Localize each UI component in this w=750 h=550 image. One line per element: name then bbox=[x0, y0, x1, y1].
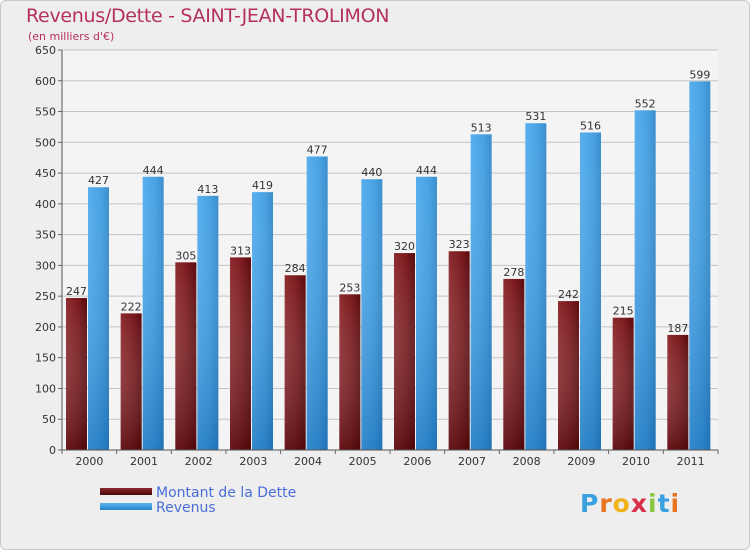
legend-item-revenue: Revenus bbox=[100, 501, 296, 516]
bar-revenue-shade-2002 bbox=[197, 195, 219, 450]
label-debt-2005: 253 bbox=[339, 281, 360, 294]
bar-revenue-shade-2008 bbox=[525, 123, 547, 450]
label-revenue-2006: 444 bbox=[416, 164, 437, 177]
label-revenue-2011: 599 bbox=[689, 68, 710, 81]
logo-letter: x bbox=[630, 489, 648, 518]
logo-letter: P bbox=[580, 489, 600, 518]
x-tick-label-2008: 2008 bbox=[513, 455, 541, 468]
legend-swatch-debt bbox=[100, 487, 152, 495]
label-revenue-2007: 513 bbox=[471, 121, 492, 134]
y-tick-label: 300 bbox=[35, 259, 56, 272]
bar-debt-shade-2006 bbox=[394, 253, 415, 450]
bar-debt-shade-2000 bbox=[66, 298, 87, 450]
bar-revenue-shade-2004 bbox=[306, 156, 328, 450]
y-tick-label: 150 bbox=[35, 352, 56, 365]
x-tick-label-2001: 2001 bbox=[130, 455, 158, 468]
label-debt-2004: 284 bbox=[285, 262, 306, 275]
label-revenue-2010: 552 bbox=[635, 97, 656, 110]
bar-debt-shade-2004 bbox=[284, 275, 306, 450]
x-tick-label-2009: 2009 bbox=[567, 455, 595, 468]
proxiti-logo: Proxiti bbox=[580, 489, 680, 518]
chart-title: Revenus/Dette - SAINT-JEAN-TROLIMON bbox=[26, 5, 390, 27]
label-revenue-2002: 413 bbox=[197, 183, 218, 196]
bar-revenue-shade-2011 bbox=[689, 81, 711, 450]
chart-legend: Montant de la Dette Revenus bbox=[100, 486, 296, 516]
label-debt-2002: 305 bbox=[175, 249, 196, 262]
x-tick-label-2006: 2006 bbox=[403, 455, 431, 468]
bar-debt-shade-2009 bbox=[558, 301, 579, 450]
y-tick-label: 350 bbox=[35, 229, 56, 242]
label-debt-2007: 323 bbox=[449, 238, 470, 251]
y-tick-label: 500 bbox=[35, 136, 56, 149]
legend-swatch-revenue bbox=[100, 502, 152, 510]
bar-revenue-shade-2001 bbox=[142, 176, 164, 450]
label-debt-2006: 320 bbox=[394, 240, 415, 253]
label-debt-2010: 215 bbox=[613, 305, 634, 318]
x-tick-label-2002: 2002 bbox=[185, 455, 213, 468]
y-tick-label: 550 bbox=[35, 106, 56, 119]
legend-label-debt: Montant de la Dette bbox=[156, 485, 297, 501]
bar-revenue-shade-2006 bbox=[416, 176, 437, 450]
bar-debt-shade-2010 bbox=[612, 317, 634, 450]
bar-revenue-shade-2009 bbox=[580, 132, 601, 450]
bar-debt-shade-2005 bbox=[339, 294, 361, 450]
y-tick-label: 450 bbox=[35, 167, 56, 180]
chart-subtitle: (en milliers d'€) bbox=[28, 30, 115, 43]
y-tick-label: 600 bbox=[35, 75, 56, 88]
label-revenue-2005: 440 bbox=[361, 166, 382, 179]
bar-revenue-shade-2010 bbox=[634, 110, 656, 451]
y-tick-label: 0 bbox=[49, 444, 56, 457]
label-debt-2003: 313 bbox=[230, 244, 251, 257]
label-debt-2009: 242 bbox=[558, 288, 579, 301]
bar-revenue-shade-2005 bbox=[361, 179, 383, 450]
logo-letter: r bbox=[599, 489, 613, 518]
label-revenue-2004: 477 bbox=[307, 143, 328, 156]
legend-label-revenue: Revenus bbox=[156, 500, 216, 516]
bar-debt-shade-2002 bbox=[175, 262, 197, 450]
label-revenue-2009: 516 bbox=[580, 119, 601, 132]
logo-letter: i bbox=[648, 489, 658, 518]
x-tick-label-2010: 2010 bbox=[622, 455, 650, 468]
x-tick-label-2007: 2007 bbox=[458, 455, 486, 468]
label-debt-2001: 222 bbox=[121, 300, 142, 313]
y-tick-label: 50 bbox=[42, 413, 56, 426]
y-tick-label: 400 bbox=[35, 198, 56, 211]
x-tick-label-2003: 2003 bbox=[239, 455, 267, 468]
bar-revenue-shade-2007 bbox=[470, 134, 492, 451]
y-tick-label: 100 bbox=[35, 382, 56, 395]
bar-revenue-shade-2000 bbox=[88, 187, 109, 450]
logo-letter: o bbox=[612, 489, 631, 518]
bar-revenue-shade-2003 bbox=[252, 192, 273, 450]
bar-debt-shade-2007 bbox=[448, 251, 470, 450]
legend-item-debt: Montant de la Dette bbox=[100, 486, 296, 501]
x-tick-label-2004: 2004 bbox=[294, 455, 322, 468]
x-tick-label-2000: 2000 bbox=[75, 455, 103, 468]
logo-letter: i bbox=[670, 489, 681, 518]
y-tick-label: 650 bbox=[35, 44, 56, 57]
label-revenue-2003: 419 bbox=[252, 179, 273, 192]
bar-debt-shade-2001 bbox=[120, 313, 142, 450]
y-tick-label: 200 bbox=[35, 321, 56, 334]
label-debt-2008: 278 bbox=[503, 266, 524, 279]
bar-debt-shade-2011 bbox=[667, 334, 689, 450]
x-tick-label-2011: 2011 bbox=[677, 455, 705, 468]
y-tick-label: 250 bbox=[35, 290, 56, 303]
plot-area bbox=[62, 50, 718, 450]
label-revenue-2000: 427 bbox=[88, 174, 109, 187]
bar-debt-shade-2008 bbox=[503, 278, 525, 450]
label-revenue-2001: 444 bbox=[143, 164, 164, 177]
bar-debt-shade-2003 bbox=[230, 257, 251, 450]
label-revenue-2008: 531 bbox=[525, 110, 546, 123]
label-debt-2000: 247 bbox=[66, 285, 87, 298]
label-debt-2011: 187 bbox=[667, 322, 688, 335]
x-tick-label-2005: 2005 bbox=[349, 455, 377, 468]
logo-letter: t bbox=[657, 489, 671, 518]
